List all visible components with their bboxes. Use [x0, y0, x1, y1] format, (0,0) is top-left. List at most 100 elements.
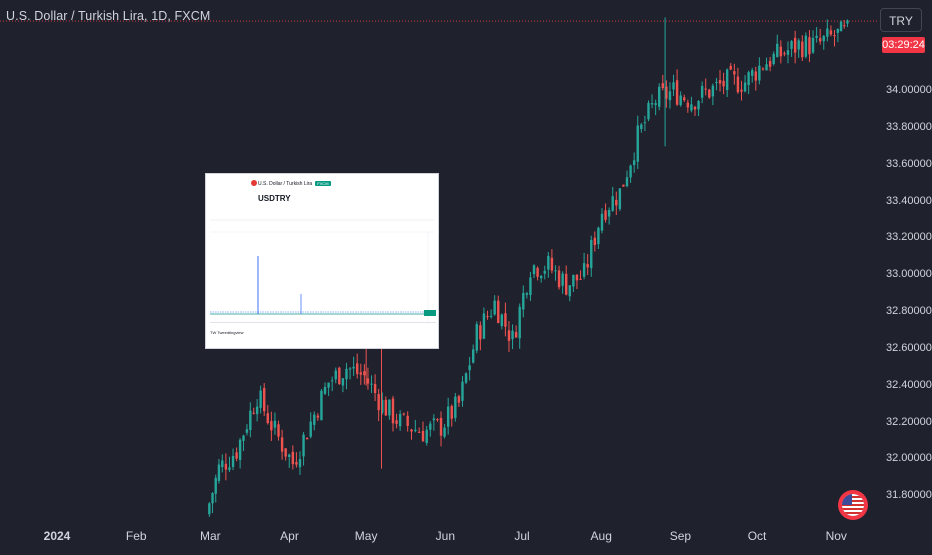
candle-body — [811, 37, 815, 53]
candle-body — [417, 431, 421, 433]
candle-body — [410, 429, 413, 432]
candle-body — [518, 306, 521, 339]
candle-body — [373, 384, 377, 394]
candle-body — [625, 177, 629, 187]
candle-body — [461, 381, 464, 401]
candle-body — [818, 38, 822, 42]
candle-body — [833, 35, 836, 37]
candle-body — [758, 65, 761, 81]
candle-body — [668, 91, 672, 101]
candle-body — [743, 82, 747, 92]
candle-body — [697, 100, 700, 110]
time-tick-label: Oct — [747, 529, 767, 543]
candle-body — [686, 102, 690, 108]
candle-body — [704, 88, 707, 90]
candle-body — [500, 314, 504, 327]
candle-body — [565, 273, 568, 295]
candle-body — [270, 421, 273, 431]
candle-body — [366, 378, 370, 384]
candle-body — [432, 418, 436, 421]
currency-button[interactable]: TRY — [880, 8, 922, 32]
bar-countdown: 03:29:24 — [882, 37, 925, 53]
candle-body — [547, 255, 550, 270]
price-tick-label: 32.80000 — [886, 305, 932, 318]
candle-body — [439, 417, 443, 436]
candle-body — [843, 25, 846, 27]
candle-body — [522, 293, 525, 310]
candle-body — [618, 188, 622, 210]
candle-body — [557, 270, 561, 288]
candle-body — [316, 415, 320, 418]
candle-body — [406, 415, 409, 427]
candle-body — [489, 315, 493, 317]
candle-body — [550, 257, 554, 271]
candle-body — [457, 396, 461, 403]
candle-body — [708, 89, 711, 98]
candle-body — [295, 462, 298, 465]
candle-body — [429, 423, 432, 430]
candle-body — [249, 410, 252, 431]
candle-body — [402, 413, 406, 415]
time-tick-label: Jun — [435, 529, 456, 543]
candle-body — [722, 80, 725, 87]
candle-body — [640, 124, 643, 130]
candle-body — [647, 102, 650, 120]
candle-body — [643, 122, 647, 124]
candle-body — [793, 37, 797, 53]
candle-body — [839, 21, 843, 32]
candle-body — [622, 184, 625, 187]
time-tick-label: Apr — [280, 529, 299, 543]
candle-body — [217, 464, 221, 481]
candle-body — [779, 46, 783, 57]
candle-body — [586, 264, 589, 268]
candle-body — [650, 103, 654, 105]
candle-body — [273, 420, 277, 428]
candle-body — [615, 199, 618, 206]
candle-body — [497, 300, 500, 324]
candle-body — [391, 398, 395, 424]
candle-body — [786, 50, 790, 55]
candle-body — [493, 300, 496, 315]
candle-body — [421, 430, 425, 442]
candle-body — [718, 79, 722, 84]
price-tick-label: 32.00000 — [886, 452, 932, 465]
time-tick-label: Nov — [825, 529, 847, 543]
candle-body — [221, 460, 224, 468]
candle-body — [790, 41, 793, 49]
candle-body — [454, 396, 457, 418]
candle-body — [532, 265, 536, 275]
inset-header-text: U.S. Dollar / Turkish Lira — [258, 181, 313, 187]
candle-body — [836, 28, 840, 33]
candle-body — [345, 368, 348, 380]
candle-body — [572, 274, 575, 287]
candle-body — [604, 210, 607, 220]
candle-body — [822, 36, 825, 42]
candle-body — [654, 103, 657, 105]
candle-body — [425, 429, 428, 443]
flag-button[interactable] — [838, 490, 868, 520]
candle-body — [263, 388, 266, 412]
candle-body — [801, 41, 804, 58]
candle-body — [679, 95, 682, 106]
candle-body — [381, 400, 384, 413]
candle-body — [436, 419, 439, 421]
candle-body — [211, 493, 214, 504]
time-tick-label: 2024 — [43, 529, 71, 543]
candle-body — [736, 76, 740, 93]
candle-body — [277, 424, 280, 437]
chart-title: U.S. Dollar / Turkish Lira, 1D, FXCM — [6, 9, 211, 23]
candle-body — [504, 313, 507, 327]
candle-body — [475, 324, 478, 351]
time-tick-label: Feb — [125, 529, 147, 543]
candle-body — [266, 413, 269, 424]
inset-footer: TW Tweedtingview — [210, 330, 244, 335]
candle-body — [776, 43, 779, 57]
candle-body — [334, 370, 337, 380]
candle-body — [450, 405, 453, 419]
candle-body — [443, 427, 446, 437]
candle-body — [320, 390, 323, 421]
candle-body — [288, 454, 291, 457]
candle-body — [280, 437, 284, 452]
